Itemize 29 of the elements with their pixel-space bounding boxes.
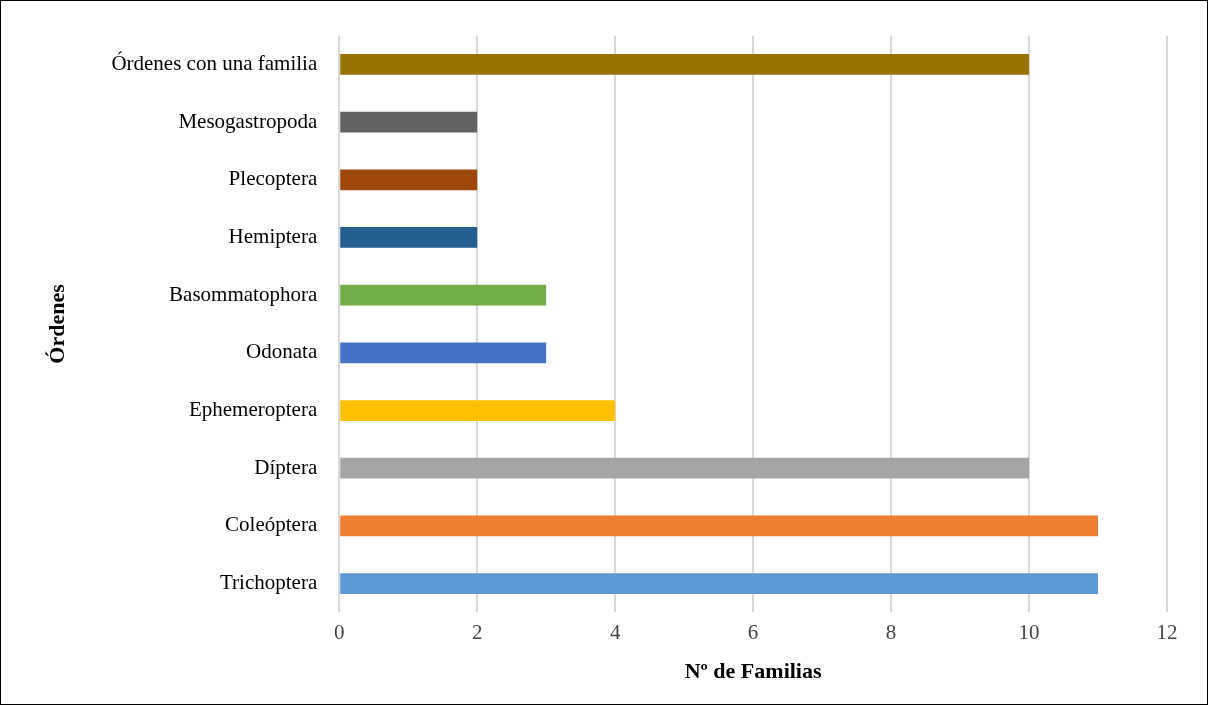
bar: [340, 169, 478, 191]
y-tick-label: Coleóptera: [225, 512, 318, 537]
y-tick-label: Mesogastropoda: [178, 108, 318, 133]
x-tick-label: 12: [1156, 619, 1178, 644]
bar: [340, 400, 616, 421]
y-tick-label: Trichoptera: [220, 570, 318, 595]
bar: [340, 457, 1030, 479]
bar: [340, 227, 478, 248]
y-tick-label: Plecoptera: [228, 166, 318, 191]
x-tick-label: 10: [1018, 619, 1040, 644]
x-tick-label: 2: [471, 619, 483, 644]
y-tick-label: Basommatophora: [169, 281, 318, 306]
bar: [340, 111, 478, 133]
bar: [340, 284, 547, 306]
bar: [340, 342, 547, 364]
x-axis-title: Nº de Familias: [684, 658, 822, 684]
bar: [340, 515, 1099, 537]
y-axis-title: Órdenes: [43, 283, 69, 364]
x-tick-label: 0: [333, 619, 345, 644]
x-tick-label: 8: [885, 619, 897, 644]
y-tick-label: Hemiptera: [228, 224, 318, 248]
y-tick-label: Órdenes con una familia: [111, 50, 318, 75]
x-tick-label: 6: [747, 619, 759, 644]
y-tick-label: Odonata: [246, 339, 318, 364]
y-tick-label: Díptera: [254, 454, 318, 479]
bar: [340, 573, 1099, 594]
bar: [340, 54, 1030, 75]
y-tick-label: Ephemeroptera: [188, 397, 318, 422]
x-tick-label: 4: [609, 619, 621, 644]
